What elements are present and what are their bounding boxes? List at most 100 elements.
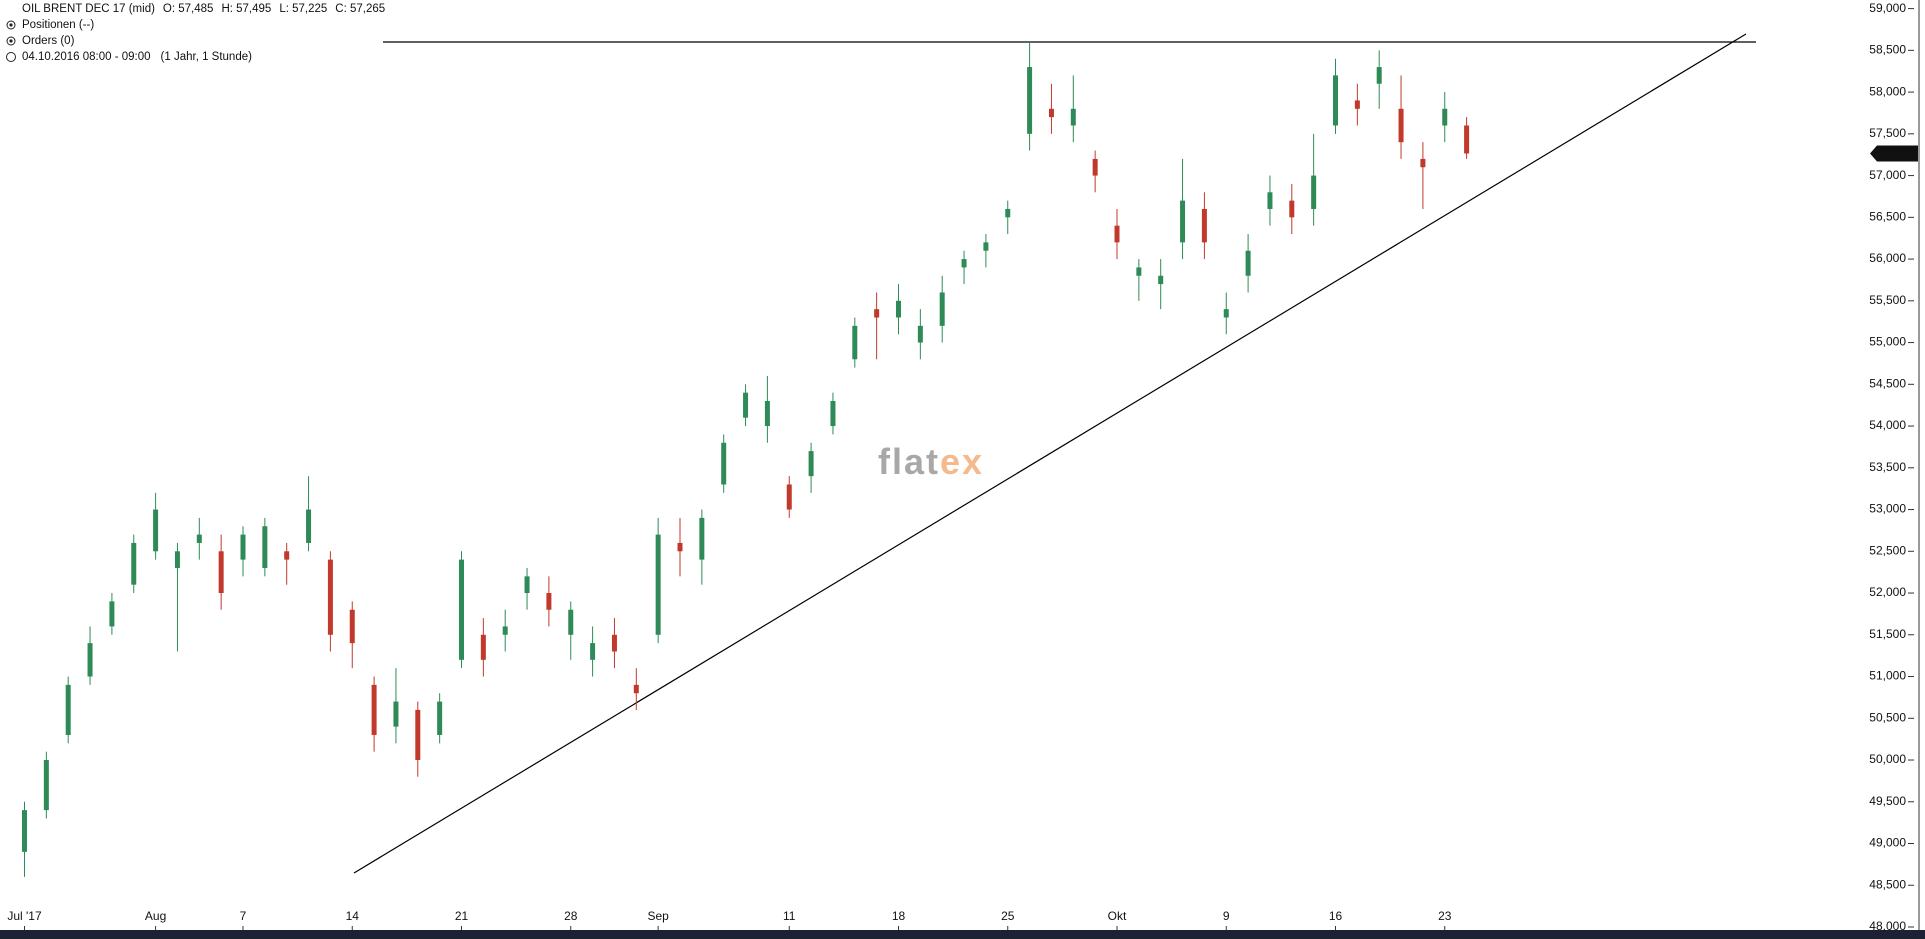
x-tick-label: 21 — [455, 909, 469, 923]
candle-body — [196, 534, 202, 543]
y-tick-label: 53,500 — [1869, 460, 1906, 474]
candle-body — [1376, 67, 1382, 84]
y-tick-label: 57,500 — [1869, 126, 1906, 140]
candle-body — [874, 309, 880, 318]
x-tick-label: 11 — [783, 909, 796, 923]
x-tick-label: 7 — [240, 909, 247, 923]
candle-body — [262, 526, 268, 568]
candle-body — [896, 300, 901, 318]
candle-body — [633, 684, 639, 694]
candle-body — [1398, 108, 1404, 143]
y-tick-label: 51,500 — [1869, 627, 1906, 641]
candle-body — [109, 601, 115, 627]
y-tick-label: 53,000 — [1869, 502, 1906, 516]
y-tick-label: 52,000 — [1869, 585, 1906, 599]
x-tick-label: Sep — [647, 909, 669, 923]
x-tick-label: 16 — [1329, 909, 1343, 923]
candle-body — [1442, 108, 1448, 126]
y-tick-label: 57,000 — [1869, 168, 1906, 182]
candle-body — [655, 534, 661, 635]
candle-body — [393, 701, 399, 727]
candle-body — [327, 559, 333, 635]
x-tick-label: Aug — [145, 909, 166, 923]
candle-body — [524, 576, 530, 594]
x-tick-label: 23 — [1438, 909, 1452, 923]
y-tick-label: 58,000 — [1869, 84, 1906, 98]
candle-body — [677, 542, 683, 552]
y-tick-label: 55,000 — [1869, 335, 1906, 349]
y-tick-label: 49,000 — [1869, 836, 1906, 850]
candle-body — [917, 325, 923, 343]
price-tag-label: 57,265 — [1879, 146, 1916, 160]
low: L: 57,225 — [279, 3, 327, 15]
candle-body — [1027, 67, 1033, 134]
candle-body — [830, 401, 836, 427]
candle-body — [1201, 208, 1207, 243]
candle-body — [1420, 158, 1426, 168]
candle-body — [87, 643, 93, 677]
icon — [6, 36, 16, 46]
watermark: flatex — [878, 441, 984, 482]
close: C: 57,265 — [335, 3, 385, 15]
orders[interactable]: Orders (0) — [22, 35, 75, 47]
y-tick-label: 54,500 — [1869, 376, 1906, 390]
positions[interactable]: Positionen (--) — [22, 19, 94, 31]
trend-line[interactable] — [353, 33, 1747, 874]
candle-body — [1048, 108, 1054, 118]
y-tick-label: 49,500 — [1869, 794, 1906, 808]
candle-body — [306, 509, 312, 543]
candle-body — [1354, 100, 1360, 109]
candle-body — [590, 643, 596, 660]
candle-body — [764, 401, 770, 427]
candle-body — [1223, 309, 1229, 318]
y-tick-label: 56,500 — [1869, 209, 1906, 223]
open: O: 57,485 — [163, 3, 214, 15]
y-tick-label: 54,000 — [1869, 418, 1906, 432]
candle-body — [1092, 158, 1098, 176]
x-tick-label: Okt — [1108, 909, 1127, 923]
watermark-part: ex — [940, 441, 984, 482]
candle-body — [1311, 175, 1317, 209]
period: (1 Jahr, 1 Stunde) — [161, 51, 253, 63]
symbol: OIL BRENT DEC 17 (mid) O: 57,485 H: 57,495… — [22, 3, 385, 15]
candle-body — [1289, 200, 1295, 218]
candle-body — [721, 442, 727, 485]
candle-body — [65, 684, 71, 735]
x-tick-label: Jul '17 — [7, 909, 42, 923]
time: 04.10.2016 08:00 - 09:00 — [22, 51, 151, 63]
candle-body — [699, 517, 705, 560]
header: OIL BRENT DEC 17 (mid) O: 57,485 H: 57,495… — [6, 3, 385, 63]
candle-body — [240, 534, 246, 560]
candle-body — [371, 684, 377, 735]
candle-body — [743, 392, 749, 418]
x-tick-label: 9 — [1223, 909, 1230, 923]
candle-body — [459, 559, 464, 660]
watermark-part: flat — [878, 441, 940, 482]
candle-body — [808, 451, 814, 477]
y-tick-label: 55,500 — [1869, 293, 1906, 307]
candle-body — [1005, 208, 1011, 218]
y-tick-label: 56,000 — [1869, 251, 1906, 265]
high: H: 57,495 — [221, 3, 271, 15]
candle-body — [939, 292, 945, 326]
candle-body — [1158, 275, 1164, 285]
candle-body — [786, 484, 792, 510]
candle-body — [1070, 108, 1076, 126]
x-tick-label: 18 — [892, 909, 906, 923]
x-tick-label: 28 — [564, 909, 578, 923]
candle-body — [1464, 125, 1470, 154]
candle-body — [153, 509, 159, 552]
candle-body — [218, 551, 224, 594]
icon — [9, 39, 13, 43]
candle-body — [1245, 250, 1251, 276]
y-tick-label: 58,500 — [1869, 43, 1906, 57]
y-tick-label: 50,500 — [1869, 710, 1906, 724]
candle-body — [852, 325, 858, 360]
x-tick-label: 14 — [346, 909, 360, 923]
candle-body — [437, 701, 443, 735]
candle-body — [1180, 200, 1186, 243]
candle-body — [1333, 75, 1338, 126]
y-tick-label: 51,000 — [1869, 669, 1906, 683]
candle-body — [546, 593, 552, 610]
candle-body — [502, 626, 508, 635]
